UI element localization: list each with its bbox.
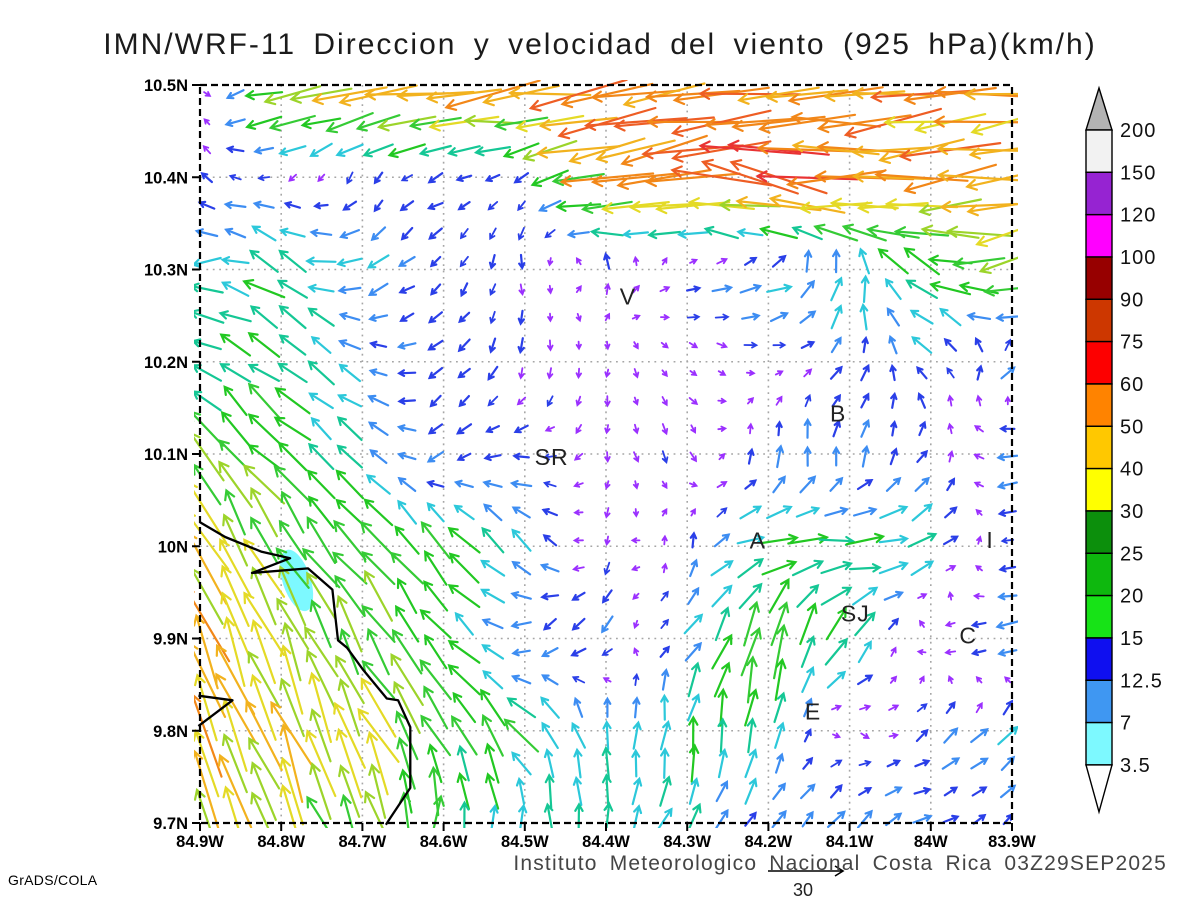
y-tick-label: 10.4N xyxy=(144,169,188,187)
colorbar-level-label: 25 xyxy=(1120,543,1144,565)
colorbar: 200 150 120 100 90 75 60 50 40 30 25 20 15 12.5 7 3.5 xyxy=(1085,85,1163,815)
colorbar-level-label: 50 xyxy=(1120,416,1144,438)
y-tick-label: 9.8N xyxy=(153,723,188,741)
x-tick-label: 84.8W xyxy=(257,833,305,851)
station-label-B: B xyxy=(830,400,846,426)
reference-arrow: 30 xyxy=(768,865,845,900)
colorbar-level-label: 60 xyxy=(1120,374,1144,396)
x-tick-label: 84.5W xyxy=(501,833,549,851)
colorbar-level-label: 40 xyxy=(1120,459,1144,481)
x-tick-label: 84.3W xyxy=(663,833,711,851)
station-label-SR: SR xyxy=(535,444,569,470)
colorbar-level-label: 15 xyxy=(1120,628,1144,650)
colorbar-level-label: 12.5 xyxy=(1120,670,1163,692)
coastline xyxy=(197,521,412,826)
station-label-I: I xyxy=(986,527,993,553)
x-tick-label: 83.9W xyxy=(988,833,1036,851)
x-tick-label: 84.9W xyxy=(176,833,224,851)
y-tick-label: 10N xyxy=(158,538,188,556)
reference-arrow-label: 30 xyxy=(793,880,813,900)
colorbar-level-label: 3.5 xyxy=(1120,755,1151,777)
y-tick-label: 10.5N xyxy=(144,77,188,95)
x-tick-label: 84.4W xyxy=(582,833,630,851)
institute-caption: Instituto Meteorologico Nacional Costa R… xyxy=(513,852,1167,875)
x-tick-label: 84.7W xyxy=(339,833,387,851)
y-tick-label: 10.2N xyxy=(144,354,188,372)
colorbar-level-label: 200 xyxy=(1120,120,1156,142)
y-tick-label: 9.9N xyxy=(153,631,188,649)
colorbar-bottom-cap xyxy=(1085,764,1113,815)
colorbar-level-label: 120 xyxy=(1120,205,1156,227)
x-tick-label: 84.2W xyxy=(745,833,793,851)
station-labels: V B SR A SJ C E I xyxy=(535,283,993,724)
station-label-A: A xyxy=(750,528,766,554)
colorbar-level-label: 150 xyxy=(1120,162,1156,184)
x-tick-label: 84.6W xyxy=(420,833,468,851)
y-tick-label: 9.7N xyxy=(153,815,188,833)
y-tick-label: 10.3N xyxy=(144,262,188,280)
grads-stamp: GrADS/COLA xyxy=(8,872,98,888)
station-label-SJ: SJ xyxy=(841,601,870,627)
colorbar-level-label: 100 xyxy=(1120,247,1156,269)
water-patch xyxy=(280,549,314,612)
colorbar-top-cap xyxy=(1085,85,1113,131)
wind-vectors xyxy=(194,80,1018,828)
colorbar-level-label: 30 xyxy=(1120,501,1144,523)
colorbar-level-label: 20 xyxy=(1120,586,1144,608)
station-label-C: C xyxy=(959,623,977,649)
x-tick-label: 84W xyxy=(914,833,948,851)
plot-frame: 84.9W 84.8W 84.7W 84.6W 84.5W 84.4W 84.3W 84.2W… xyxy=(144,77,1036,851)
station-label-V: V xyxy=(620,283,636,309)
y-tick-label: 10.1N xyxy=(144,446,188,464)
x-tick-label: 84.1W xyxy=(826,833,874,851)
colorbar-level-label: 90 xyxy=(1120,289,1144,311)
chart-title: IMN/WRF-11 Direccion y velocidad del vie… xyxy=(103,28,1097,61)
colorbar-level-label: 7 xyxy=(1120,713,1132,735)
colorbar-level-label: 75 xyxy=(1120,332,1144,354)
station-label-E: E xyxy=(805,698,821,724)
